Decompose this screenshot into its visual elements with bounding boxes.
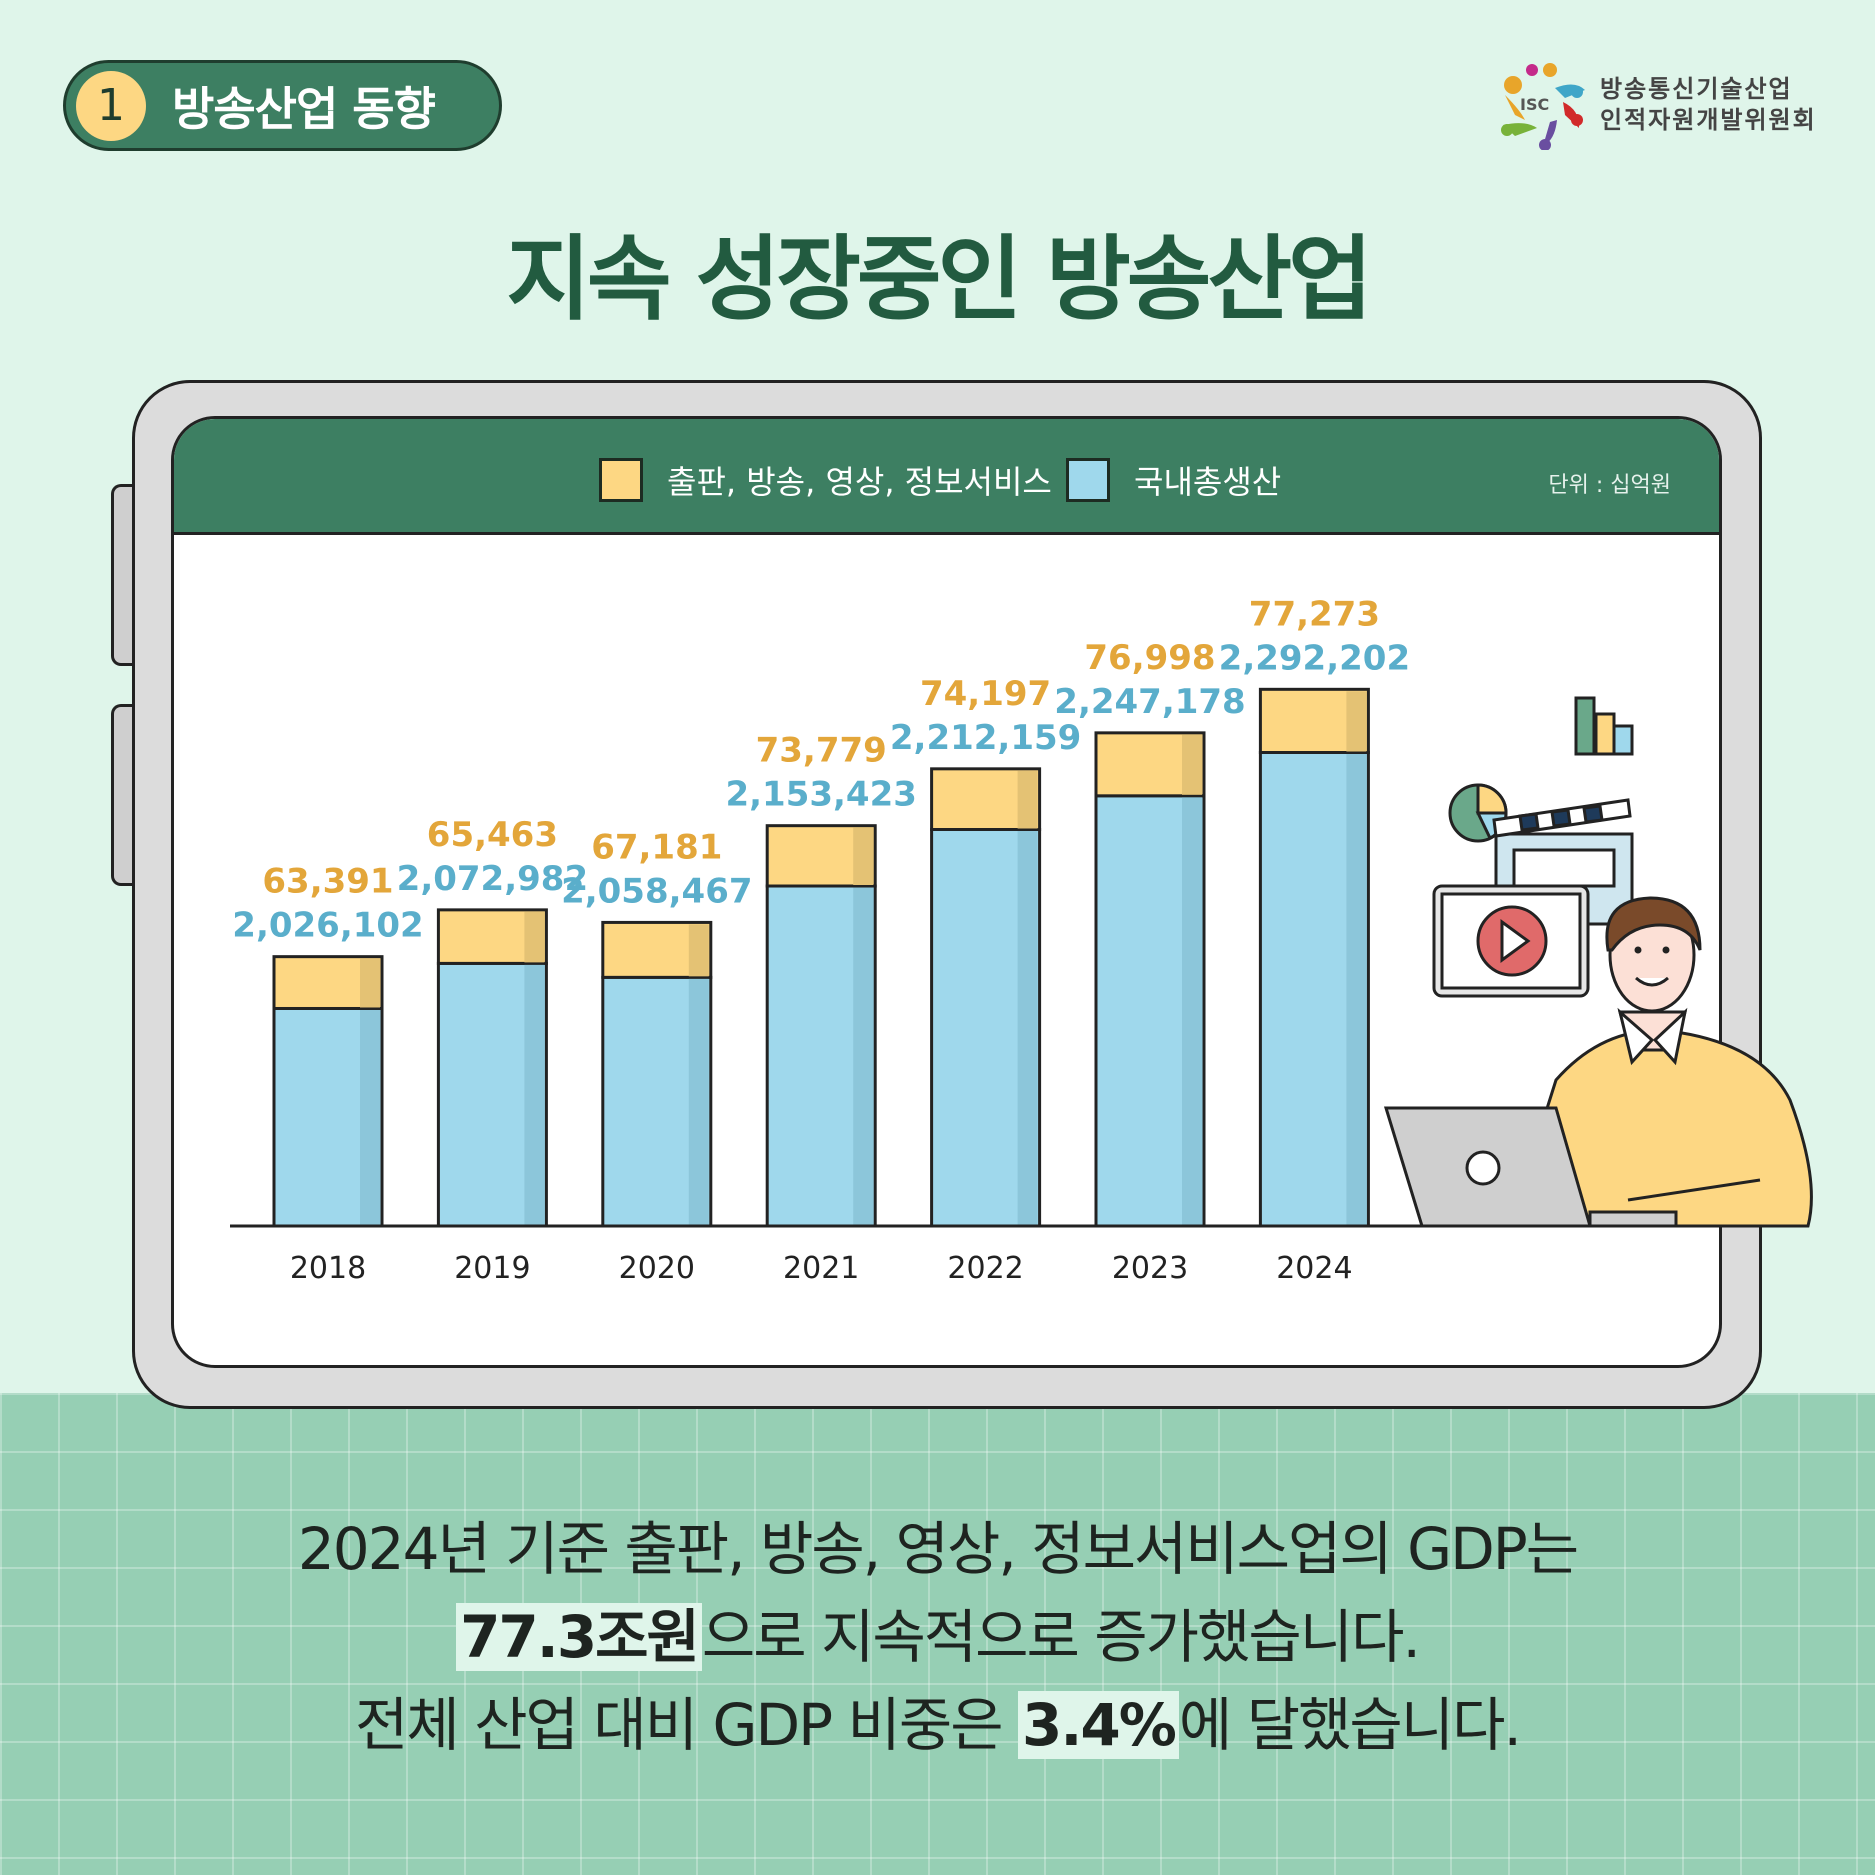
bottom-background: [0, 1393, 1875, 1875]
section-number: 1: [76, 70, 146, 141]
summary-text: 전체 산업 대비 GDP 비중은: [355, 1691, 1019, 1759]
summary-line-1: 2024년 기준 출판, 방송, 영상, 정보서비스업의 GDP는: [297, 1515, 1579, 1583]
bar-media-shade: [1346, 691, 1367, 752]
gdp-value-label: 2,247,178: [1054, 682, 1245, 722]
summary-line-3: 전체 산업 대비 GDP 비중은 3.4%에 달했습니다.: [0, 1678, 1875, 1762]
page-title: 지속 성장중인 방송산업: [506, 226, 1372, 333]
section-label: 방송산업 동향: [172, 81, 436, 136]
mini-bar-chart-icon: [1574, 696, 1634, 756]
bar-media-shade: [1017, 770, 1038, 829]
legend-item-gdp: 국내총생산: [1066, 457, 1281, 503]
x-tick-label: 2020: [619, 1251, 695, 1286]
bar-gdp-shade: [853, 886, 874, 1226]
x-tick-label: 2022: [947, 1251, 1023, 1286]
bar-gdp-shade: [1182, 795, 1202, 1226]
logo-line2: 인적자원개발위원회: [1600, 106, 1817, 134]
gdp-value-label: 2,292,202: [1219, 638, 1410, 678]
bar-media-shade: [688, 924, 709, 977]
legend-label: 출판, 방송, 영상, 정보서비스: [667, 463, 1052, 501]
tablet-side-button: [111, 704, 135, 886]
legend-swatch-yellow: [599, 458, 643, 502]
gdp-value-label: 2,212,159: [890, 718, 1081, 758]
gdp-value-label: 2,058,467: [561, 871, 752, 911]
bar-media-shade: [360, 958, 380, 1008]
gdp-value-label: 2,026,102: [232, 906, 423, 946]
bar-gdp-shade: [360, 1008, 380, 1226]
pie-chart-icon: [1448, 783, 1508, 843]
x-tick-label: 2021: [783, 1251, 859, 1286]
bar-gdp-shade: [524, 963, 545, 1226]
media-value-label: 77,273: [1249, 594, 1380, 634]
person-illustration: [1383, 896, 1813, 1228]
video-player-icon: [1432, 884, 1590, 998]
media-value-label: 65,463: [427, 815, 558, 855]
gdp-value-label: 2,153,423: [725, 775, 916, 815]
x-tick-label: 2019: [454, 1251, 530, 1286]
isc-logo: ISC 방송통신기술산업 인적자원개발위원회: [1495, 60, 1817, 150]
isc-logo-mark-icon: ISC: [1501, 63, 1585, 150]
gdp-value-label: 2,072,982: [397, 859, 588, 899]
legend-bar: 출판, 방송, 영상, 정보서비스 국내총생산 단위 : 십억원: [174, 419, 1719, 535]
bar-gdp-shade: [1017, 829, 1038, 1226]
legend-swatch-blue: [1066, 458, 1110, 502]
media-value-label: 76,998: [1084, 638, 1215, 678]
media-value-label: 67,181: [591, 827, 722, 867]
logo-line1: 방송통신기술산업: [1600, 75, 1793, 103]
tablet-side-button: [111, 484, 135, 666]
legend-item-media: 출판, 방송, 영상, 정보서비스: [599, 457, 1052, 503]
x-tick-label: 2023: [1112, 1251, 1188, 1286]
legend-label: 국내총생산: [1134, 463, 1282, 501]
unit-label: 단위 : 십억원: [1548, 473, 1671, 498]
bar-media-shade: [1182, 734, 1202, 795]
media-value-label: 73,779: [756, 731, 887, 771]
x-tick-label: 2018: [290, 1251, 366, 1286]
x-tick-label: 2024: [1276, 1251, 1352, 1286]
highlight-value: 3.4%: [1018, 1691, 1179, 1759]
bar-gdp-shade: [1346, 752, 1367, 1226]
media-value-label: 74,197: [920, 674, 1051, 714]
svg-text:ISC: ISC: [1520, 95, 1549, 114]
summary-text: 으로 지속적으로 증가했습니다.: [701, 1603, 1421, 1671]
media-value-label: 63,391: [262, 862, 393, 902]
bar-media-shade: [853, 827, 874, 886]
summary-line-2: 77.3조원으로 지속적으로 증가했습니다.: [0, 1590, 1875, 1674]
bar-media-shade: [524, 911, 545, 963]
highlight-value: 77.3조원: [456, 1603, 702, 1671]
bar-gdp-shade: [688, 977, 709, 1226]
summary-text: 에 달했습니다.: [1178, 1691, 1522, 1759]
section-badge: 1 방송산업 동향: [63, 60, 502, 151]
